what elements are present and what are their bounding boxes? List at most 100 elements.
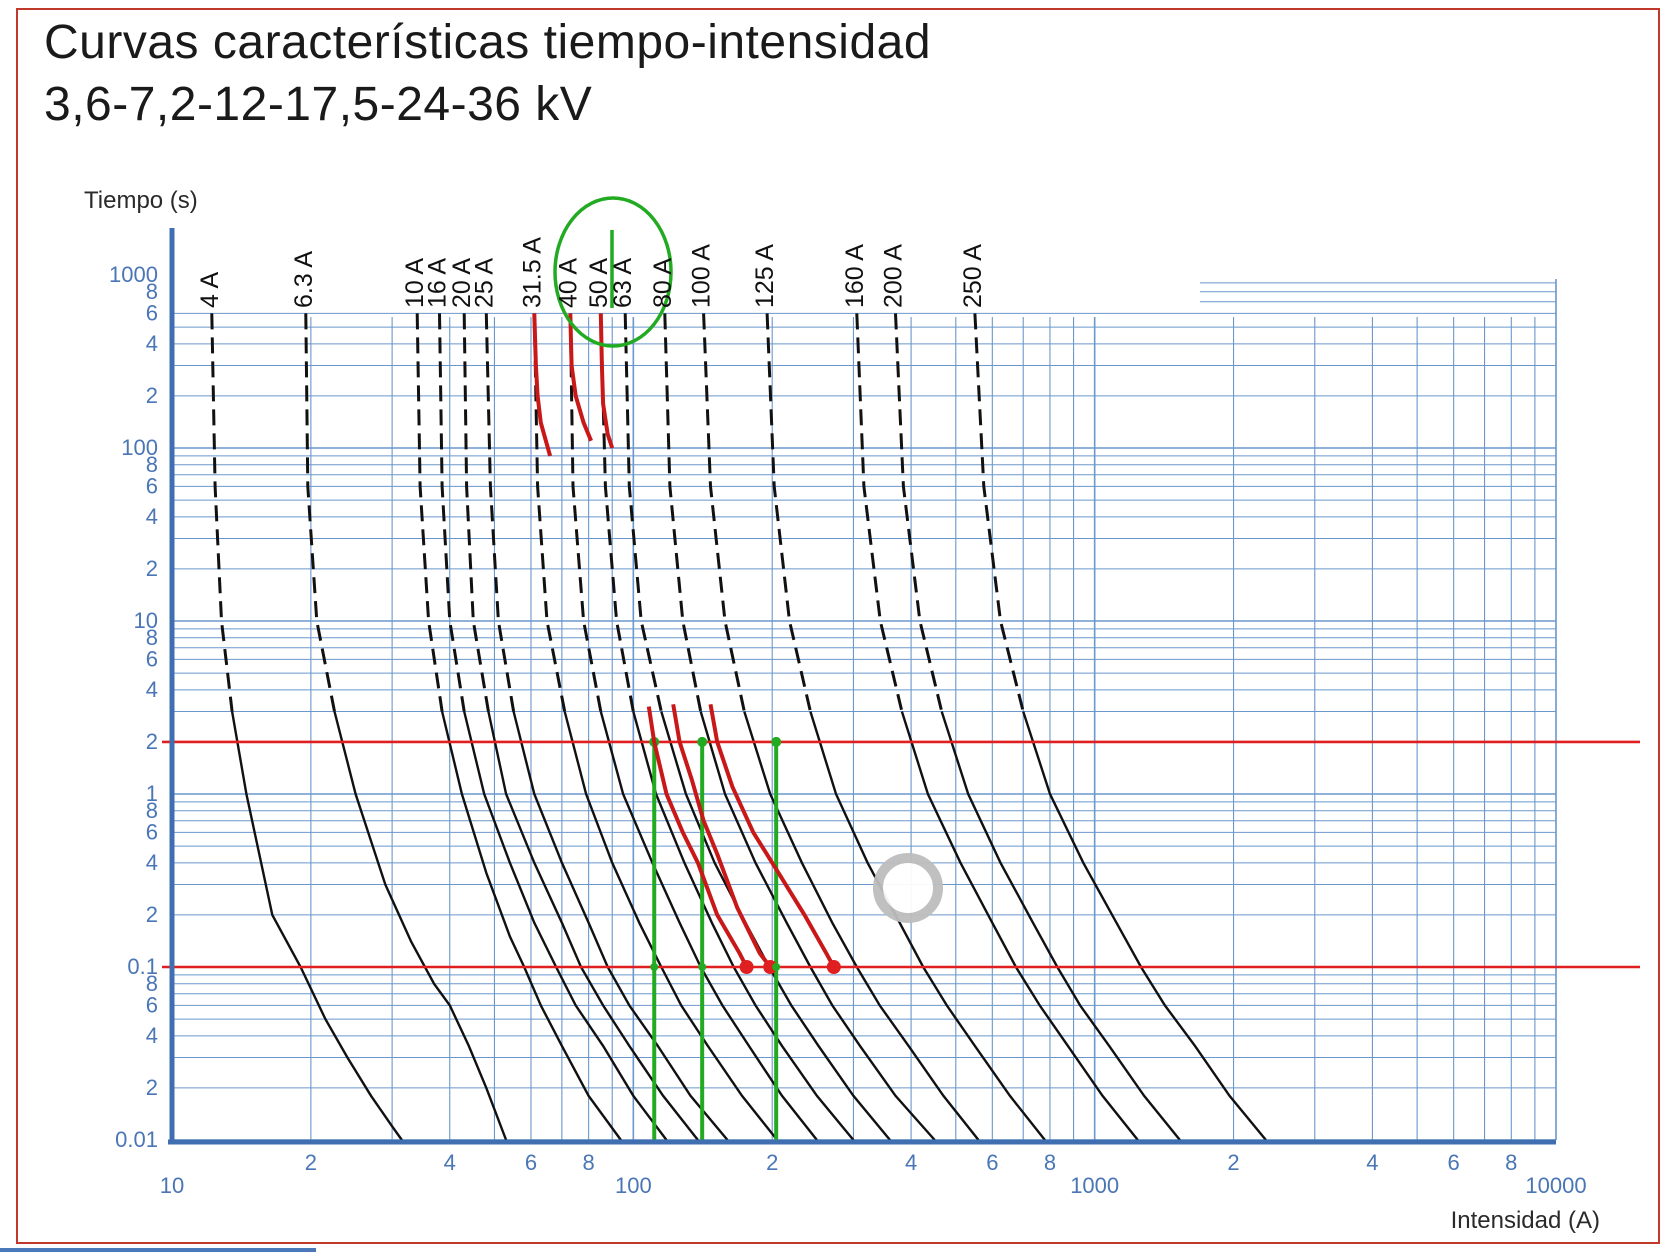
hand-drawn-overlay — [708, 703, 836, 968]
title-line-1: Curvas características tiempo-intensidad — [44, 16, 932, 69]
y-tick-label: 2 — [146, 1075, 158, 1100]
y-tick-label: 2 — [146, 902, 158, 927]
y-tick-label: 4 — [146, 677, 158, 702]
x-tick-label: 6 — [986, 1150, 998, 1175]
fuse-rating-label: 20 A — [448, 258, 476, 308]
fuse-curve-dashed — [765, 313, 812, 712]
y-tick-label: 6 — [146, 819, 158, 844]
fuse-rating-label: 160 A — [841, 244, 869, 308]
fuse-rating-label: 63 A — [609, 258, 637, 308]
annotations — [162, 196, 1640, 1140]
fuse-curve-solid — [333, 711, 508, 1141]
intersection-point — [697, 736, 708, 747]
x-tick-label: 1000 — [1070, 1173, 1119, 1198]
x-tick-label: 4 — [1366, 1150, 1378, 1175]
cursor-indicator — [873, 853, 943, 923]
fuse-rating-label: 6.3 A — [290, 251, 318, 308]
y-tick-label: 8 — [146, 625, 158, 650]
x-tick-label: 2 — [1227, 1150, 1239, 1175]
fuse-curve-dashed — [438, 313, 466, 712]
y-tick-label: 8 — [146, 279, 158, 304]
fuse-curve-solid — [699, 711, 936, 1141]
grid — [171, 279, 1557, 1141]
fuse-curve-dashed — [663, 313, 703, 712]
x-tick-label: 8 — [583, 1150, 595, 1175]
marked-point — [763, 960, 778, 974]
title-line-2: 3,6-7,2-12-17,5-24-36 kV — [44, 78, 593, 131]
fuse-curve-solid — [632, 711, 855, 1141]
x-tick-label: 2 — [766, 1150, 778, 1175]
x-tick-label: 4 — [905, 1150, 917, 1175]
x-tick-label: 8 — [1505, 1150, 1517, 1175]
x-axis-title: Intensidad (A) — [1451, 1207, 1600, 1234]
y-tick-label: 2 — [146, 383, 158, 408]
fuse-curve-dashed — [894, 313, 944, 712]
y-tick-label: 8 — [146, 971, 158, 996]
x-tick-label: 4 — [444, 1150, 456, 1175]
y-tick-label: 4 — [146, 850, 158, 875]
y-tick-label: 2 — [146, 729, 158, 754]
fuse-curve-dashed — [599, 313, 635, 712]
fuse-rating-label: 25 A — [470, 258, 498, 308]
fuse-curve-dashed — [304, 313, 336, 712]
fuse-curve-dashed — [532, 313, 567, 712]
fuse-rating-label: 100 A — [688, 244, 716, 308]
fuse-rating-label: 10 A — [401, 258, 429, 308]
fuse-rating-label: 250 A — [959, 244, 987, 308]
fuse-curve-dashed — [415, 313, 444, 712]
x-tick-label: 10000 — [1525, 1173, 1586, 1198]
y-tick-label: 2 — [146, 556, 158, 581]
fuse-curve-dashed — [623, 313, 663, 712]
highlight-ellipse — [553, 196, 673, 348]
fuse-curve-solid — [743, 711, 980, 1141]
x-tick-label: 2 — [305, 1150, 317, 1175]
x-tick-label: 100 — [615, 1173, 652, 1198]
hand-drawn-overlay — [646, 706, 749, 968]
fuse-curve-solid — [487, 711, 699, 1141]
intersection-point — [771, 736, 782, 747]
hand-drawn-overlay — [568, 313, 593, 442]
y-tick-label: 10 — [134, 608, 158, 633]
fuse-curves — [210, 313, 1267, 1141]
fuse-curve-solid — [809, 711, 1046, 1141]
x-tick-label: 6 — [525, 1150, 537, 1175]
slide-title: Curvas características tiempo-intensidad… — [44, 12, 931, 136]
y-tick-label: 0.01 — [115, 1127, 158, 1152]
fuse-rating-label: 200 A — [879, 244, 907, 308]
y-tick-label: 4 — [146, 1023, 158, 1048]
fuse-rating-label: 40 A — [554, 258, 582, 308]
fuse-curve-dashed — [462, 313, 490, 712]
y-tick-label: 100 — [121, 435, 158, 460]
fuse-curve-solid — [1022, 711, 1267, 1141]
slide-frame — [16, 8, 1660, 1244]
marked-point — [739, 960, 754, 974]
intersection-point — [650, 963, 659, 971]
y-tick-label: 8 — [146, 798, 158, 823]
intersection-point — [698, 963, 707, 971]
y-tick-label: 4 — [146, 504, 158, 529]
y-tick-label: 6 — [146, 300, 158, 325]
fuse-curve-solid — [230, 711, 403, 1141]
fuse-curve-dashed — [568, 313, 603, 712]
intersection-point — [772, 963, 781, 971]
x-tick-label: 6 — [1448, 1150, 1460, 1175]
fuse-rating-label: 80 A — [649, 258, 677, 308]
x-tick-label: 10 — [160, 1173, 184, 1198]
y-tick-label: 6 — [146, 473, 158, 498]
fuse-rating-label: 16 A — [423, 258, 451, 308]
fuse-curve-solid — [900, 711, 1139, 1141]
marked-point — [826, 960, 841, 974]
fuse-curve-dashed — [973, 313, 1025, 712]
fuse-rating-label: 50 A — [585, 258, 613, 308]
axes — [168, 228, 1556, 1145]
fuse-curve-dashed — [855, 313, 904, 712]
y-tick-label: 8 — [146, 452, 158, 477]
hand-drawn-overlay — [532, 313, 553, 457]
bottom-strip — [0, 1248, 316, 1252]
y-tick-label: 6 — [146, 646, 158, 671]
fuse-curve-solid — [940, 711, 1181, 1141]
fuse-curve-dashed — [210, 313, 234, 712]
fuse-rating-label: 31.5 A — [518, 237, 546, 308]
